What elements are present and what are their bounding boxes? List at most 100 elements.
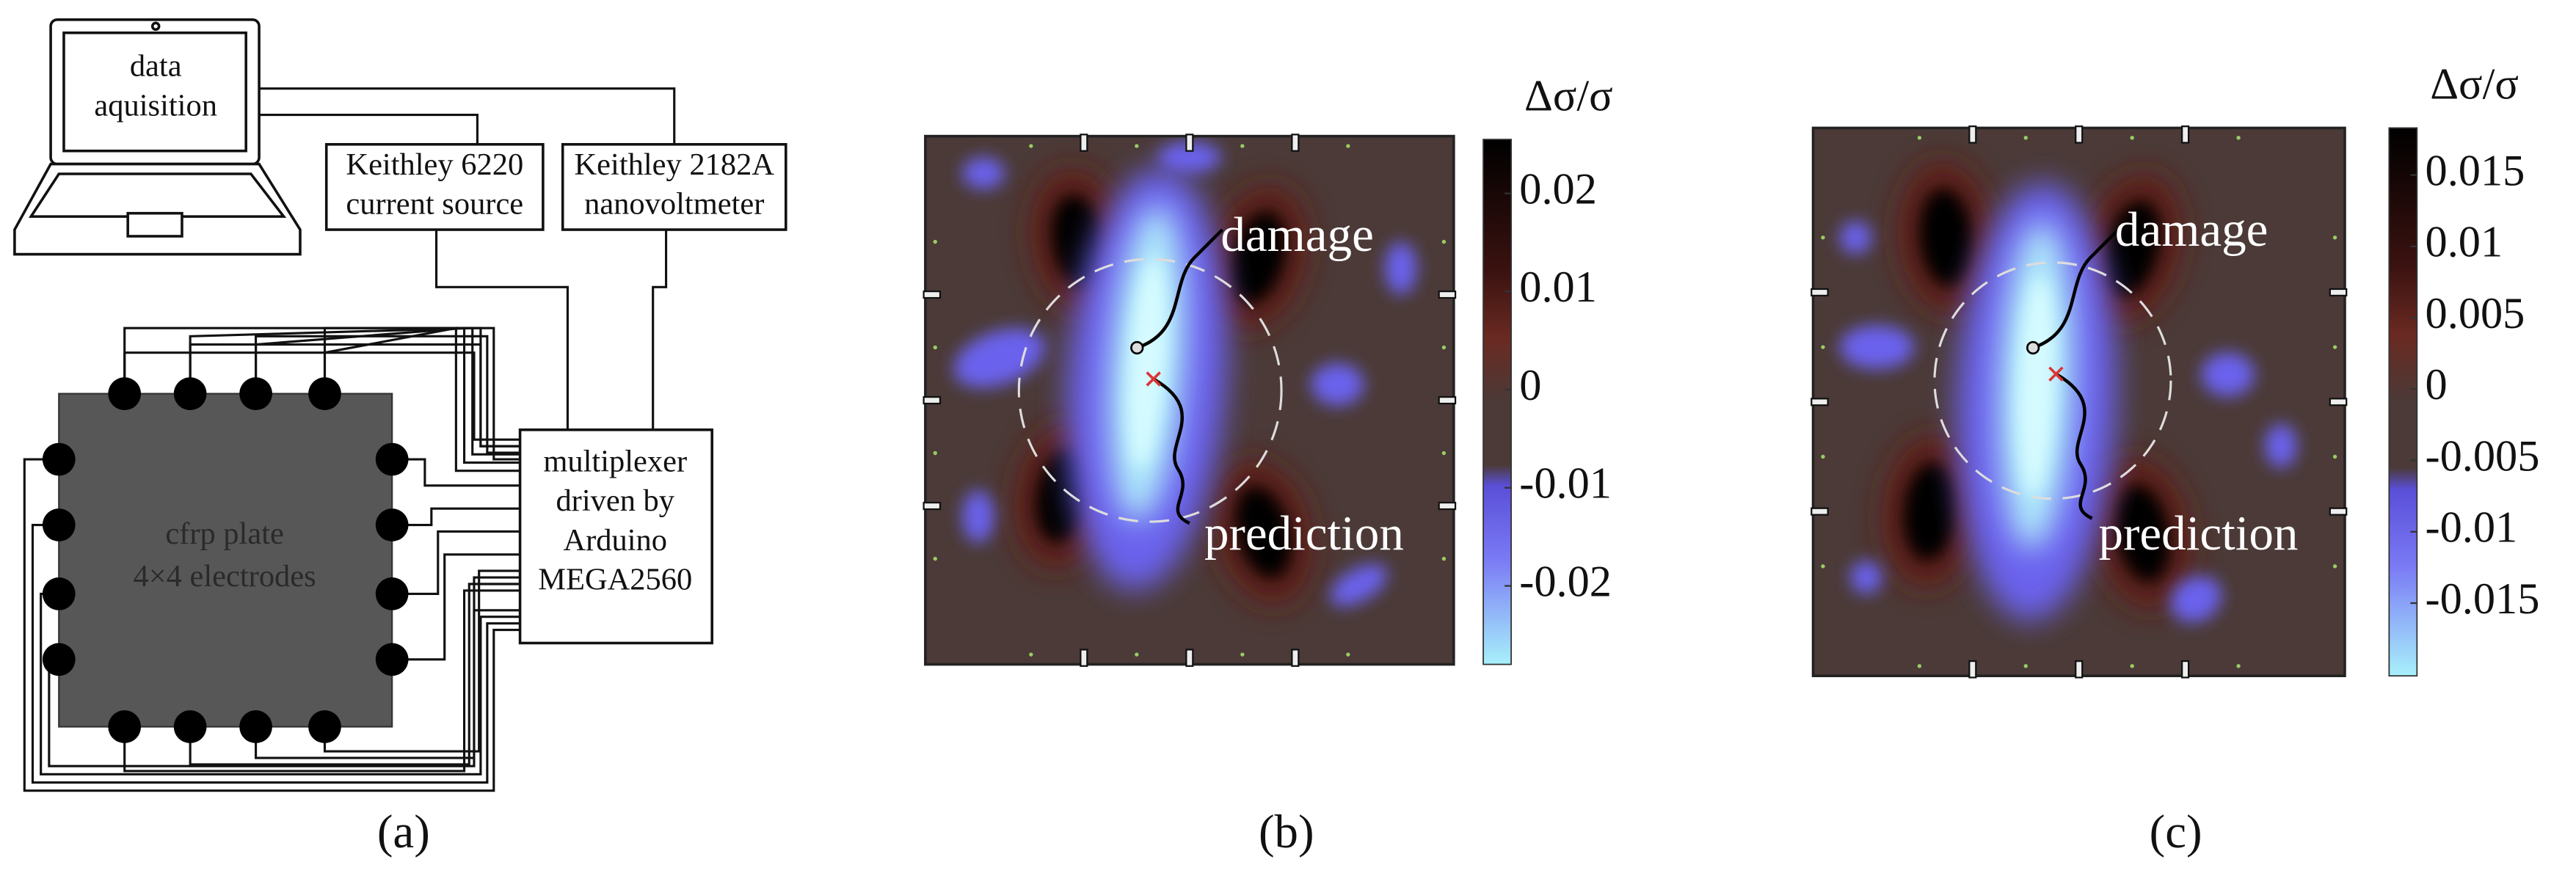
field-blob [962,157,1005,189]
electrode [308,377,341,410]
multiplexer-label: Arduino [563,523,667,558]
field-blob [1311,363,1364,406]
electrode [173,377,207,410]
frame-dot [1821,564,1825,569]
frame-tick [1080,134,1088,152]
colorbar-tick-label: -0.02 [1519,557,1612,606]
frame-tick [1291,649,1300,667]
panel-label: (b) [1259,806,1314,858]
frame-dot [933,345,937,350]
electrode [173,710,207,743]
frame-dot [1135,652,1139,657]
electrode [42,442,76,476]
field-blob [1157,141,1222,173]
wire [392,507,520,527]
frame-tick [923,395,942,405]
frame-tick [2329,507,2348,516]
multiplexer-box [518,428,713,645]
wire [255,335,520,454]
field-blob [1229,211,1287,304]
frame-tick [2329,398,2348,406]
wire [392,530,520,595]
frame-tick [1968,125,1977,144]
electrode [375,442,409,476]
current-source-label: current source [346,186,523,221]
field-blob [1839,221,1872,255]
damage-marker [1130,340,1144,355]
annotation: prediction [1204,505,1404,561]
annotation: damage [1220,207,1374,262]
field-blob [2170,576,2222,623]
frame-dot [1441,450,1447,456]
heatmap-panel: damage prediction Δσ/σ 0.02 0.01 0 -0.01 -0.02 [923,71,1613,667]
frame-dot [1821,454,1825,459]
colorbar-tick-label: 0.02 [1519,164,1597,213]
prediction-marker [1146,371,1161,387]
colorbar-title: Δσ/σ [2430,60,2519,109]
colorbar-tick-label: 0.01 [2426,218,2503,267]
colorbar-tick-label: -0.005 [2426,431,2540,481]
nanovoltmeter-label: Keithley 2182A [575,147,775,182]
frame-dot [2236,136,2241,140]
frame-tick [1080,649,1088,667]
frame-dot [1346,144,1350,148]
colorbar-tick-label: 0.005 [2426,289,2525,338]
wire [123,589,520,773]
field-blob [962,489,994,543]
electrodes [42,377,409,743]
frame-dot [2236,664,2241,668]
frame-tick [1811,288,1829,297]
frame-tick [2075,125,2084,144]
frame-dot [1240,652,1245,657]
wire [392,553,520,661]
frame-dot [1821,345,1825,349]
frame-tick [1291,134,1300,152]
wire [189,583,520,766]
colorbar-tick-label: 0 [1519,361,1541,410]
frame-tick [1438,395,1457,405]
frame-tick [2075,660,2084,679]
laptop-label: aquisition [94,88,217,123]
field-blob [1850,561,1882,594]
field-blob [953,328,1045,388]
colorbar-tick-label: -0.015 [2426,574,2540,624]
heatmap-field [953,141,1417,607]
laptop-label: data [130,49,182,84]
frame-tick [1185,649,1194,667]
wire [255,576,520,759]
electrode [42,577,76,610]
field-blob [1235,486,1292,579]
field-blob [2201,352,2255,397]
electrode [42,643,76,676]
wire [123,351,520,441]
field-blob [1127,258,1168,469]
field-blob [2265,423,2297,468]
frame-dot [933,556,937,561]
laptop-display [62,31,247,153]
frame-tick [2181,125,2190,144]
electrode [108,710,142,743]
multiplexer-label: driven by [556,483,674,518]
prediction-marker [2048,366,2064,382]
frame-dot [1917,136,1922,140]
colorbar-tick-label: 0 [2426,360,2448,409]
boundary-circle [1933,261,2172,500]
frame-dot [2332,564,2337,569]
multiplexer-label: multiplexer [543,445,687,479]
cfrp-plate [58,393,393,728]
frame-tick [1185,134,1194,152]
frame-dot [1441,239,1447,244]
frame-dot [933,450,937,456]
frame-dot [1240,144,1245,148]
frame-dot [2332,345,2337,349]
frame-dot [1029,144,1033,148]
panel-label: (a) [377,806,430,858]
field-blob [1839,325,1915,370]
frame-dot [2130,136,2134,140]
nanovoltmeter-box [561,142,787,231]
frame-dot [1821,236,1825,240]
multiplexer-label: MEGA2560 [538,563,692,597]
frame-dot [2130,664,2134,668]
